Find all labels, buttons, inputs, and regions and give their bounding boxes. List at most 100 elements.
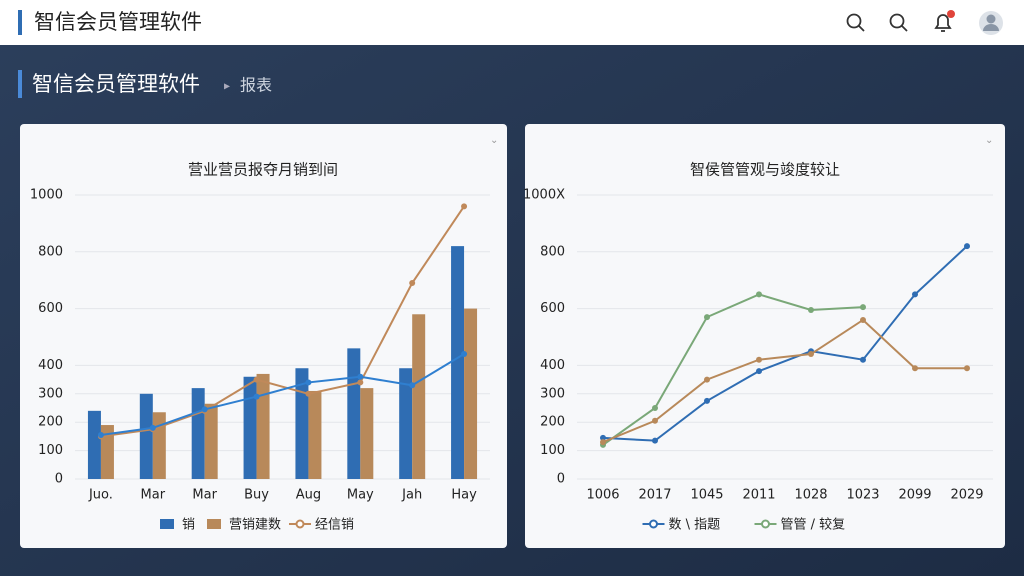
point — [912, 365, 918, 372]
point — [253, 393, 260, 400]
point — [756, 291, 762, 298]
x-tick-label: Aug — [296, 488, 321, 503]
bar — [399, 368, 413, 479]
chart-title: 智侯管管观与竣度较让 — [690, 161, 840, 179]
point — [357, 379, 364, 386]
y-tick-label: 300 — [38, 386, 63, 401]
search-icon[interactable] — [846, 13, 865, 32]
line — [602, 245, 968, 442]
bar — [347, 348, 361, 479]
x-tick-label: May — [347, 488, 374, 503]
legend-label: 管管 / 较复 — [781, 518, 846, 533]
point — [149, 424, 156, 431]
point — [964, 365, 970, 372]
notification-icon[interactable] — [934, 14, 952, 32]
legend-label: 数 \ 指题 — [669, 518, 721, 533]
point — [253, 376, 260, 383]
point — [860, 356, 866, 363]
title-accent — [18, 10, 22, 35]
x-tick-label: Hay — [451, 488, 477, 503]
point — [305, 390, 312, 397]
point — [912, 291, 918, 298]
breadcrumb-app: 智信会员管理软件 — [32, 72, 200, 96]
card — [20, 124, 507, 548]
point — [461, 351, 468, 358]
bar — [412, 314, 426, 479]
x-tick-label: Mar — [141, 488, 166, 503]
line — [100, 353, 465, 436]
breadcrumb-sep: ▸ — [224, 79, 230, 93]
point — [964, 243, 970, 250]
bar — [308, 390, 322, 479]
y-tick-label: 600 — [38, 301, 63, 316]
point — [808, 351, 814, 358]
legend-swatch — [295, 519, 305, 529]
bar — [243, 376, 257, 479]
y-tick-label: 300 — [540, 386, 565, 401]
legend-swatch — [160, 519, 174, 529]
point — [461, 203, 468, 210]
legend-label: 经信销 — [315, 518, 354, 533]
bar — [191, 388, 205, 479]
point — [808, 307, 814, 314]
y-tick-label: 400 — [540, 358, 565, 373]
x-tick-label: 1028 — [794, 488, 827, 503]
x-tick-label: Buy — [244, 488, 269, 503]
point — [600, 434, 606, 441]
bar — [204, 403, 218, 479]
x-tick-label: 1006 — [586, 488, 619, 503]
search-icon[interactable] — [889, 13, 908, 32]
point — [357, 373, 364, 380]
point — [409, 280, 416, 287]
legend-label: 销 — [182, 518, 195, 533]
legend-label: 营销建数 — [229, 518, 281, 533]
x-tick-label: 2017 — [638, 488, 671, 503]
point — [652, 417, 658, 424]
bar — [139, 393, 153, 479]
point — [652, 437, 658, 444]
card-menu[interactable]: ⌄ — [490, 135, 498, 146]
line — [602, 293, 864, 446]
y-tick-label: 0 — [557, 472, 565, 487]
card — [525, 124, 1005, 548]
y-tick-label: 1000X — [523, 188, 565, 203]
legend-swatch — [207, 519, 221, 529]
y-tick-label: 800 — [38, 244, 63, 259]
chart-title: 营业营员报夺月销到间 — [188, 161, 338, 179]
breadcrumb-page: 报表 — [240, 76, 272, 95]
line — [602, 318, 967, 444]
x-tick-label: 2011 — [742, 488, 775, 503]
x-tick-label: Juo. — [88, 488, 113, 503]
x-tick-label: 1045 — [690, 488, 723, 503]
notification-badge — [947, 10, 955, 18]
point — [97, 431, 104, 438]
y-tick-label: 100 — [38, 443, 63, 458]
y-tick-label: 800 — [540, 244, 565, 259]
x-tick-label: 1023 — [846, 488, 879, 503]
bar — [295, 368, 309, 479]
legend-swatch — [761, 519, 770, 529]
y-tick-label: 200 — [540, 415, 565, 430]
bar — [100, 425, 114, 479]
point — [756, 356, 762, 363]
bar — [87, 410, 101, 479]
line — [100, 205, 465, 438]
app-title: 智信会员管理软件 — [34, 10, 202, 34]
point — [305, 379, 312, 386]
x-tick-label: Mar — [192, 488, 217, 503]
y-tick-label: 1000 — [30, 188, 63, 203]
point — [409, 382, 416, 389]
y-tick-label: 200 — [38, 415, 63, 430]
point — [600, 439, 606, 446]
y-tick-label: 0 — [55, 472, 63, 487]
y-tick-label: 400 — [38, 358, 63, 373]
point — [704, 376, 710, 383]
card-menu[interactable]: ⌄ — [985, 135, 993, 146]
bar — [152, 412, 166, 479]
avatar[interactable] — [979, 11, 1003, 35]
point — [860, 304, 866, 311]
y-tick-label: 100 — [540, 443, 565, 458]
point — [704, 314, 710, 321]
bar — [451, 246, 465, 479]
